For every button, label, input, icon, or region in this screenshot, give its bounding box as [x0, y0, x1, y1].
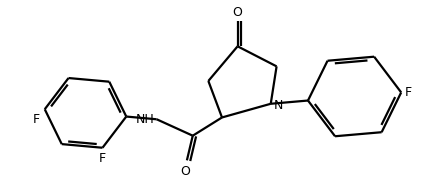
Text: O: O: [180, 165, 190, 178]
Text: N: N: [274, 99, 283, 112]
Text: O: O: [233, 6, 242, 19]
Text: F: F: [33, 113, 40, 126]
Text: NH: NH: [136, 113, 155, 126]
Text: F: F: [99, 152, 106, 165]
Text: F: F: [405, 86, 412, 99]
